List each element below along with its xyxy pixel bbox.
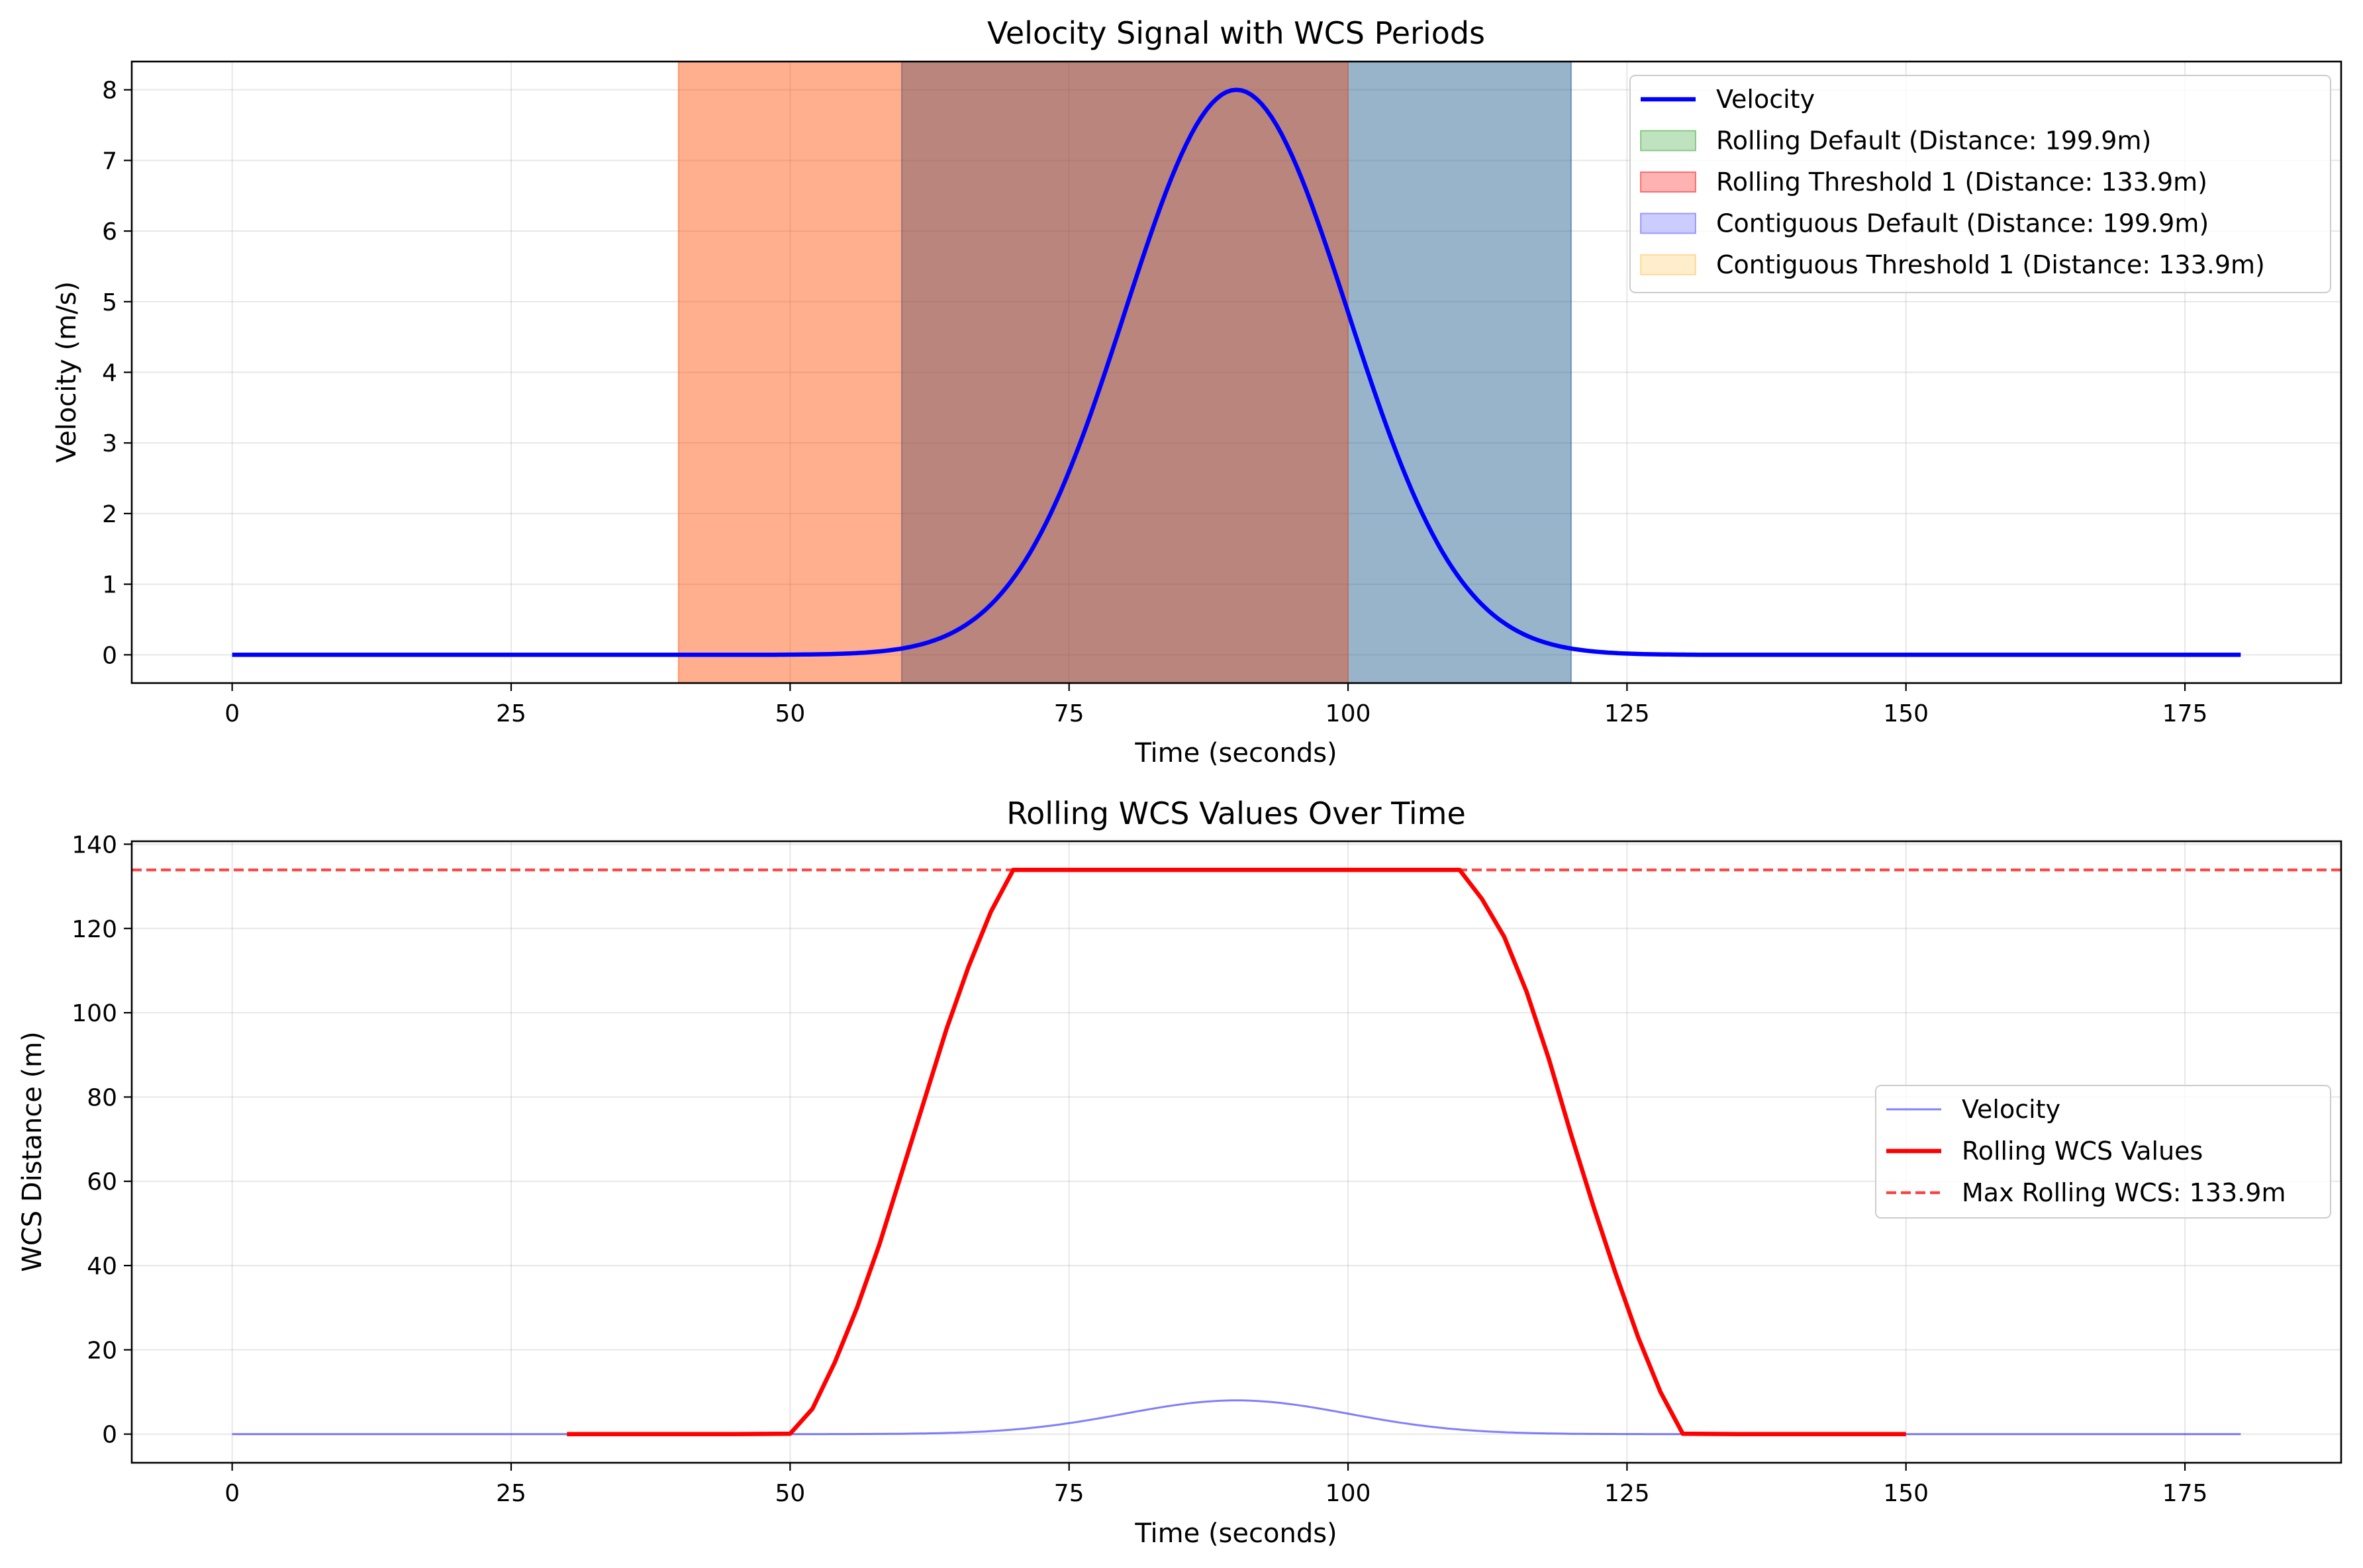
axis-ticks: 0 25 50 75 100 125 150 175 0 1 2 3 4 5 6 7 8 (102, 77, 2207, 727)
y-tick-label: 120 (72, 916, 117, 943)
y-tick-label: 60 (87, 1169, 117, 1196)
x-tick-label: 75 (1054, 1480, 1085, 1507)
series-line-velocity (232, 1399, 2241, 1436)
y-tick-label: 80 (87, 1084, 117, 1111)
chart-title: Velocity Signal with WCS Periods (987, 15, 1485, 51)
legend: Velocity Rolling WCS Values Max Rolling WC… (1875, 1085, 2331, 1219)
legend-label: Rolling WCS Values (1962, 1136, 2203, 1166)
x-tick-label: 0 (224, 700, 240, 727)
legend-swatch (1640, 212, 1696, 234)
y-tick-label: 40 (87, 1253, 117, 1280)
legend-frame (1629, 75, 2331, 293)
y-tick-label: 6 (102, 218, 117, 246)
x-tick-label: 50 (775, 700, 805, 727)
chart-title: Rolling WCS Values Over Time (1006, 796, 1466, 831)
y-tick-label: 1 (102, 572, 117, 599)
legend-label: Max Rolling WCS: 133.9m (1962, 1178, 2286, 1207)
legend-items: Velocity Rolling WCS Values Max Rolling WC… (1886, 1095, 2286, 1207)
legend-label: Contiguous Threshold 1 (Distance: 133.9m… (1716, 250, 2265, 279)
x-axis-label: Time (seconds) (1134, 1518, 1337, 1549)
y-tick-label: 7 (102, 148, 117, 175)
span-contiguous-threshold-1-distance-133-9m (677, 61, 1349, 684)
legend-swatch (1640, 254, 1696, 275)
y-tick-label: 3 (102, 430, 117, 457)
wcs-period-spans (677, 61, 1572, 684)
x-tick-label: 75 (1054, 700, 1085, 727)
x-tick-label: 125 (1604, 1480, 1650, 1507)
x-tick-label: 25 (496, 700, 526, 727)
legend-swatch (1640, 130, 1696, 152)
rolling-wcs-chart: Rolling WCS Values Over Time 0 25 50 75 100 1… (17, 796, 2342, 1549)
x-tick-label: 150 (1883, 1480, 1929, 1507)
legend-label: Rolling Default (Distance: 199.9m) (1716, 126, 2151, 156)
y-tick-label: 4 (102, 360, 117, 387)
x-tick-label: 125 (1604, 700, 1650, 727)
y-axis-label: Velocity (m/s) (52, 281, 82, 463)
x-tick-label: 50 (775, 1480, 805, 1507)
y-tick-label: 2 (102, 501, 117, 528)
y-tick-label: 100 (72, 1000, 117, 1027)
y-tick-label: 140 (72, 831, 117, 858)
x-tick-label: 0 (224, 1480, 240, 1507)
x-axis-label: Time (seconds) (1134, 738, 1337, 768)
x-tick-label: 175 (2162, 1480, 2208, 1507)
y-tick-label: 8 (102, 77, 117, 105)
series-line-velocity (232, 87, 2241, 657)
y-axis-label: WCS Distance (m) (17, 1031, 48, 1271)
legend: Velocity Rolling Default (Distance: 199.9… (1629, 75, 2331, 293)
axis-ticks: 0 25 50 75 100 125 150 175 0 20 40 60 80 100 120 140 (72, 831, 2207, 1507)
x-tick-label: 25 (496, 1480, 526, 1507)
legend-label: Rolling Threshold 1 (Distance: 133.9m) (1716, 167, 2207, 197)
legend-items: Velocity Rolling Default (Distance: 199.9… (1640, 85, 2265, 279)
x-tick-label: 150 (1883, 700, 1929, 727)
y-tick-label: 0 (102, 1422, 117, 1449)
y-tick-label: 5 (102, 289, 117, 316)
x-tick-label: 175 (2162, 700, 2208, 727)
legend-label: Velocity (1716, 85, 1815, 114)
plot-lines (232, 87, 2241, 657)
y-tick-label: 20 (87, 1337, 117, 1364)
legend-label: Velocity (1962, 1095, 2060, 1124)
x-tick-label: 100 (1326, 1480, 1371, 1507)
plot-lines (132, 868, 2341, 1436)
legend-label: Contiguous Default (Distance: 199.9m) (1716, 209, 2209, 238)
x-tick-label: 100 (1326, 700, 1371, 727)
legend-frame (1875, 1085, 2331, 1219)
y-tick-label: 0 (102, 642, 117, 669)
plot-frame (130, 840, 2342, 1464)
legend-swatch (1640, 171, 1696, 193)
velocity-chart: Velocity Signal with WCS Periods 0 25 50 75… (52, 15, 2342, 768)
